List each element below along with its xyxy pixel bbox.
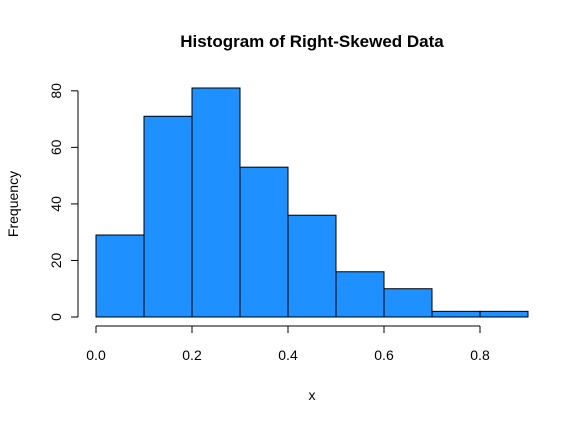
y-tick-label: 40 <box>48 196 64 212</box>
axes-layer: 0.0 0.2 0.4 0.6 0.8 0 20 40 60 80 <box>48 83 490 363</box>
histogram-bar <box>191 87 241 318</box>
histogram-bar <box>431 310 481 318</box>
histogram-bar <box>143 115 193 318</box>
y-tick-label: 0 <box>48 313 64 321</box>
histogram-bar <box>479 310 529 318</box>
histogram-bar <box>95 234 145 318</box>
x-tick-label: 0.0 <box>86 347 106 363</box>
x-tick-label: 0.2 <box>182 347 202 363</box>
x-tick-label: 0.4 <box>278 347 298 363</box>
x-tick-label: 0.6 <box>374 347 394 363</box>
histogram-bar <box>335 271 385 318</box>
y-tick-label: 60 <box>48 139 64 155</box>
y-tick-label: 20 <box>48 252 64 268</box>
chart-title: Histogram of Right-Skewed Data <box>180 32 444 51</box>
x-axis-label: x <box>309 387 316 403</box>
bars-layer <box>95 87 529 318</box>
histogram-bar <box>239 166 289 318</box>
histogram-bar <box>383 288 433 318</box>
x-tick-label: 0.8 <box>470 347 490 363</box>
y-axis-label: Frequency <box>5 171 21 237</box>
histogram-bar <box>287 214 337 318</box>
y-tick-label: 80 <box>48 83 64 99</box>
